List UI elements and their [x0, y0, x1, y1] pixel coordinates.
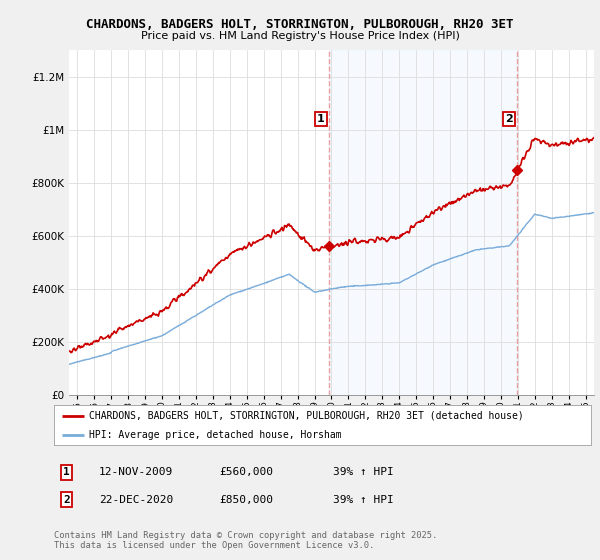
Text: 22-DEC-2020: 22-DEC-2020 [99, 494, 173, 505]
Text: 1: 1 [317, 114, 325, 124]
Text: £850,000: £850,000 [219, 494, 273, 505]
Text: 12-NOV-2009: 12-NOV-2009 [99, 467, 173, 477]
Text: Price paid vs. HM Land Registry's House Price Index (HPI): Price paid vs. HM Land Registry's House … [140, 31, 460, 41]
Text: 2: 2 [505, 114, 513, 124]
Text: CHARDONS, BADGERS HOLT, STORRINGTON, PULBOROUGH, RH20 3ET: CHARDONS, BADGERS HOLT, STORRINGTON, PUL… [86, 18, 514, 31]
Text: Contains HM Land Registry data © Crown copyright and database right 2025.
This d: Contains HM Land Registry data © Crown c… [54, 531, 437, 550]
Text: HPI: Average price, detached house, Horsham: HPI: Average price, detached house, Hors… [89, 430, 341, 440]
Text: 39% ↑ HPI: 39% ↑ HPI [333, 467, 394, 477]
Text: 1: 1 [63, 467, 70, 477]
Text: CHARDONS, BADGERS HOLT, STORRINGTON, PULBOROUGH, RH20 3ET (detached house): CHARDONS, BADGERS HOLT, STORRINGTON, PUL… [89, 411, 524, 421]
Text: 39% ↑ HPI: 39% ↑ HPI [333, 494, 394, 505]
Bar [329, 50, 517, 395]
Text: 2: 2 [63, 494, 70, 505]
Text: £560,000: £560,000 [219, 467, 273, 477]
